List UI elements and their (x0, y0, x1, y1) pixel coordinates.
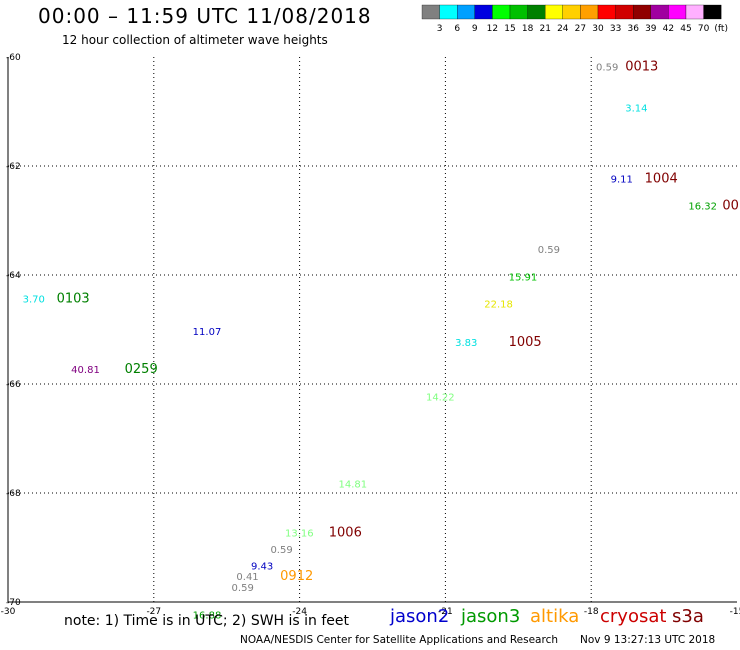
generated-timestamp: Nov 9 13:27:13 UTC 2018 (580, 634, 716, 646)
observation-time-label: 0103 (57, 291, 90, 306)
observation-time-label: 1006 (329, 526, 362, 541)
scale-label: 15 (504, 24, 515, 34)
scale-label: 18 (522, 24, 534, 34)
footer-note: note: 1) Time is in UTC; 2) SWH is in fe… (64, 613, 350, 629)
lon-tick-label: -21 (438, 607, 453, 617)
scale-label: 12 (487, 24, 498, 34)
color-scale-legend: 3 6 9 12 15 18 21 24 27 30 33 36 39 42 45 70 (ft) (421, 4, 728, 34)
lat-tick-label: -70 (6, 598, 21, 608)
satellite-altika-legend: altika (530, 606, 580, 627)
scale-label: 45 (680, 24, 691, 34)
scale-label: 3 (437, 24, 443, 34)
swh-value-label: 11.07 (193, 327, 222, 338)
swh-value-label: 14.81 (338, 480, 367, 491)
scale-label: 39 (645, 24, 657, 34)
swh-value-label: 9.11 (611, 174, 633, 185)
scale-label: 21 (539, 24, 550, 34)
scale-label: 6 (454, 24, 460, 34)
scale-label: 27 (575, 24, 586, 34)
swh-value-label: 16.88 (193, 610, 222, 621)
map-subtitle: 12 hour collection of altimeter wave hei… (62, 33, 328, 47)
lon-tick-label: -27 (146, 607, 161, 617)
swh-value-label: 15.91 (509, 272, 538, 283)
lon-tick-label: -30 (1, 607, 16, 617)
credit-text: NOAA/NESDIS Center for Satellite Applica… (240, 634, 558, 646)
swh-value-label: 40.81 (71, 365, 100, 376)
lat-tick-label: -66 (6, 380, 21, 390)
lat-tick-label: -62 (6, 162, 21, 172)
scale-label: 70 (698, 24, 710, 34)
observation-time-label: 0259 (125, 362, 158, 377)
satellite-cryosat-legend: cryosat (600, 606, 667, 627)
satellite-s3a-legend: s3a (672, 606, 704, 627)
lon-tick-label: -15 (730, 607, 740, 617)
scale-label: 30 (592, 24, 604, 34)
observation-time-label: 0013 (625, 60, 658, 75)
lat-tick-label: -64 (6, 271, 21, 281)
scale-label: 33 (610, 24, 621, 34)
satellite-jason3-legend: jason3 (461, 606, 521, 627)
swh-value-label: 22.18 (484, 300, 513, 311)
swh-value-label: 9.43 (251, 561, 273, 572)
lat-tick-label: -60 (6, 53, 21, 63)
swh-value-label: 3.70 (23, 294, 45, 305)
swh-value-label: 0.59 (232, 583, 254, 594)
observation-time-label: 001 (722, 199, 740, 214)
scale-swatch (703, 4, 722, 20)
swh-value-label: 16.32 (688, 202, 717, 213)
map-title: 00:00 – 11:59 UTC 11/08/2018 (38, 4, 372, 28)
swh-value-label: 0.59 (596, 63, 618, 74)
scale-label: (ft) (714, 24, 728, 34)
swh-value-label: 13.16 (285, 529, 314, 540)
observation-time-label: 1004 (645, 171, 678, 186)
scale-label: 42 (663, 24, 674, 34)
lon-tick-label: -24 (292, 607, 307, 617)
satellite-jason2-legend: jason2 (390, 606, 450, 627)
lat-tick-label: -68 (6, 489, 21, 499)
observation-time-label: 1005 (509, 335, 542, 350)
swh-value-label: 0.41 (236, 572, 258, 583)
scale-label: 9 (472, 24, 478, 34)
scale-label: 24 (557, 24, 569, 34)
scale-label: 36 (627, 24, 639, 34)
observation-time-label: 0912 (280, 569, 313, 584)
swh-value-label: 0.59 (270, 545, 292, 556)
swh-value-label: 3.83 (455, 338, 477, 349)
swh-value-label: 3.14 (625, 104, 647, 115)
swh-value-label: 14.22 (426, 392, 455, 403)
lon-tick-label: -18 (584, 607, 599, 617)
swh-value-label: 0.59 (538, 245, 560, 256)
